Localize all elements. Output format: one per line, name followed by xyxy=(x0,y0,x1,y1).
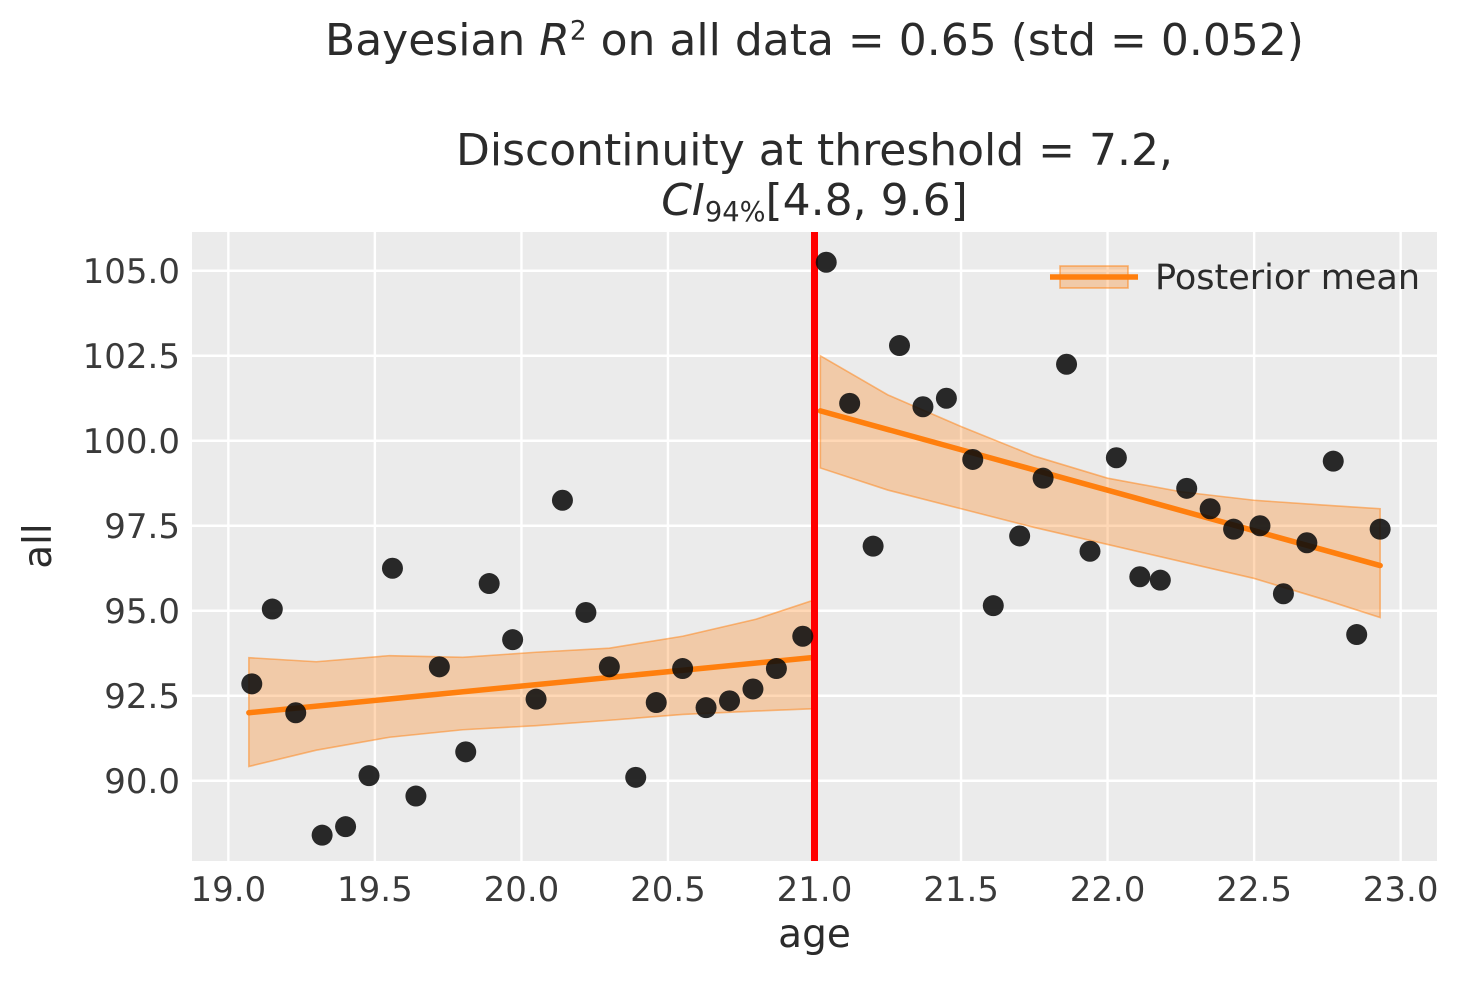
scatter-point xyxy=(1176,477,1198,499)
scatter-point xyxy=(1056,353,1078,375)
scatter-point xyxy=(1129,566,1151,588)
scatter-point xyxy=(335,816,357,838)
scatter-point xyxy=(428,656,450,678)
posterior-mean-left xyxy=(246,654,818,716)
scatter-point xyxy=(765,658,787,680)
scatter-point xyxy=(888,335,910,357)
scatter-point xyxy=(311,824,333,846)
scatter-point xyxy=(1009,525,1031,547)
legend-label: Posterior mean xyxy=(1155,258,1420,298)
scatter-point xyxy=(792,625,814,647)
scatter-point xyxy=(1199,498,1221,520)
scatter-point xyxy=(815,251,837,273)
figure-title-exponent: 2 xyxy=(569,15,587,47)
scatter-point xyxy=(381,557,403,579)
scatter-point xyxy=(1249,515,1271,537)
scatter-point xyxy=(1032,467,1054,489)
x-tick-label: 23.0 xyxy=(1363,870,1439,910)
figure-title: Bayesian R2 on all data = 0.65 (std = 0.… xyxy=(192,15,1437,66)
ci-label: CI xyxy=(661,175,705,226)
scatter-point xyxy=(839,392,861,414)
ci-subscript: 94% xyxy=(704,197,766,228)
hdi-band-right-edge xyxy=(819,354,1381,619)
y-tick-label: 95.0 xyxy=(104,592,180,632)
axes-title: Discontinuity at threshold = 7.2, CI94%[… xyxy=(192,125,1437,228)
figure-title-text: Bayesian xyxy=(325,15,540,66)
scatter-point xyxy=(645,692,667,714)
scatter-point xyxy=(478,573,500,595)
scatter-point xyxy=(1369,518,1391,540)
scatter-point xyxy=(862,535,884,557)
scatter-point xyxy=(241,673,263,695)
scatter-point xyxy=(1346,624,1368,646)
axes-title-line2: CI94%[4.8, 9.6] xyxy=(192,175,1437,228)
x-tick-label: 20.0 xyxy=(484,870,560,910)
scatter-point xyxy=(1079,540,1101,562)
scatter-point xyxy=(358,765,380,787)
y-tick-label: 90.0 xyxy=(104,762,180,802)
scatter-point xyxy=(912,396,934,418)
scatter-point xyxy=(1322,450,1344,472)
scatter-point xyxy=(935,387,957,409)
x-tick-label: 19.5 xyxy=(337,870,413,910)
x-tick-label: 22.0 xyxy=(1070,870,1146,910)
scatter-point xyxy=(982,595,1004,617)
scatter-point xyxy=(575,601,597,623)
x-tick-label: 20.5 xyxy=(630,870,706,910)
scatter-point xyxy=(455,741,477,763)
x-tick-label: 21.5 xyxy=(923,870,999,910)
scatter-point xyxy=(695,697,717,719)
axes-title-line1: Discontinuity at threshold = 7.2, xyxy=(456,125,1173,176)
x-tick-label: 22.5 xyxy=(1216,870,1292,910)
scatter-point xyxy=(1296,532,1318,554)
scatter-point xyxy=(502,629,524,651)
scatter-point xyxy=(962,448,984,470)
scatter-point xyxy=(1105,447,1127,469)
ci-interval: [4.8, 9.6] xyxy=(765,175,968,226)
scatter-point xyxy=(1223,518,1245,540)
y-tick-label: 100.0 xyxy=(83,422,180,462)
y-tick-label: 105.0 xyxy=(83,252,180,292)
scatter-point xyxy=(742,678,764,700)
y-tick-label: 92.5 xyxy=(104,677,180,717)
scatter-point xyxy=(405,785,427,807)
scatter-point xyxy=(598,656,620,678)
y-tick-label: 97.5 xyxy=(104,507,180,547)
posterior-mean-right xyxy=(817,408,1383,569)
scatter-point xyxy=(625,766,647,788)
scatter-point xyxy=(525,688,547,710)
legend: Posterior mean xyxy=(1050,258,1420,298)
scatter-point xyxy=(551,489,573,511)
x-tick-label: 21.0 xyxy=(777,870,853,910)
scatter-point xyxy=(1149,569,1171,591)
figure-title-var: R xyxy=(539,15,570,66)
x-axis-label: age xyxy=(778,912,851,957)
y-axis-label: all xyxy=(16,523,61,569)
scatter-point xyxy=(261,598,283,620)
x-tick-label: 19.0 xyxy=(190,870,266,910)
y-tick-label: 102.5 xyxy=(83,337,180,377)
scatter-point xyxy=(672,658,694,680)
scatter-point xyxy=(285,702,307,724)
figure-title-rest: on all data = 0.65 (std = 0.052) xyxy=(586,15,1304,66)
scatter-point xyxy=(1272,583,1294,605)
scatter-point xyxy=(719,690,741,712)
